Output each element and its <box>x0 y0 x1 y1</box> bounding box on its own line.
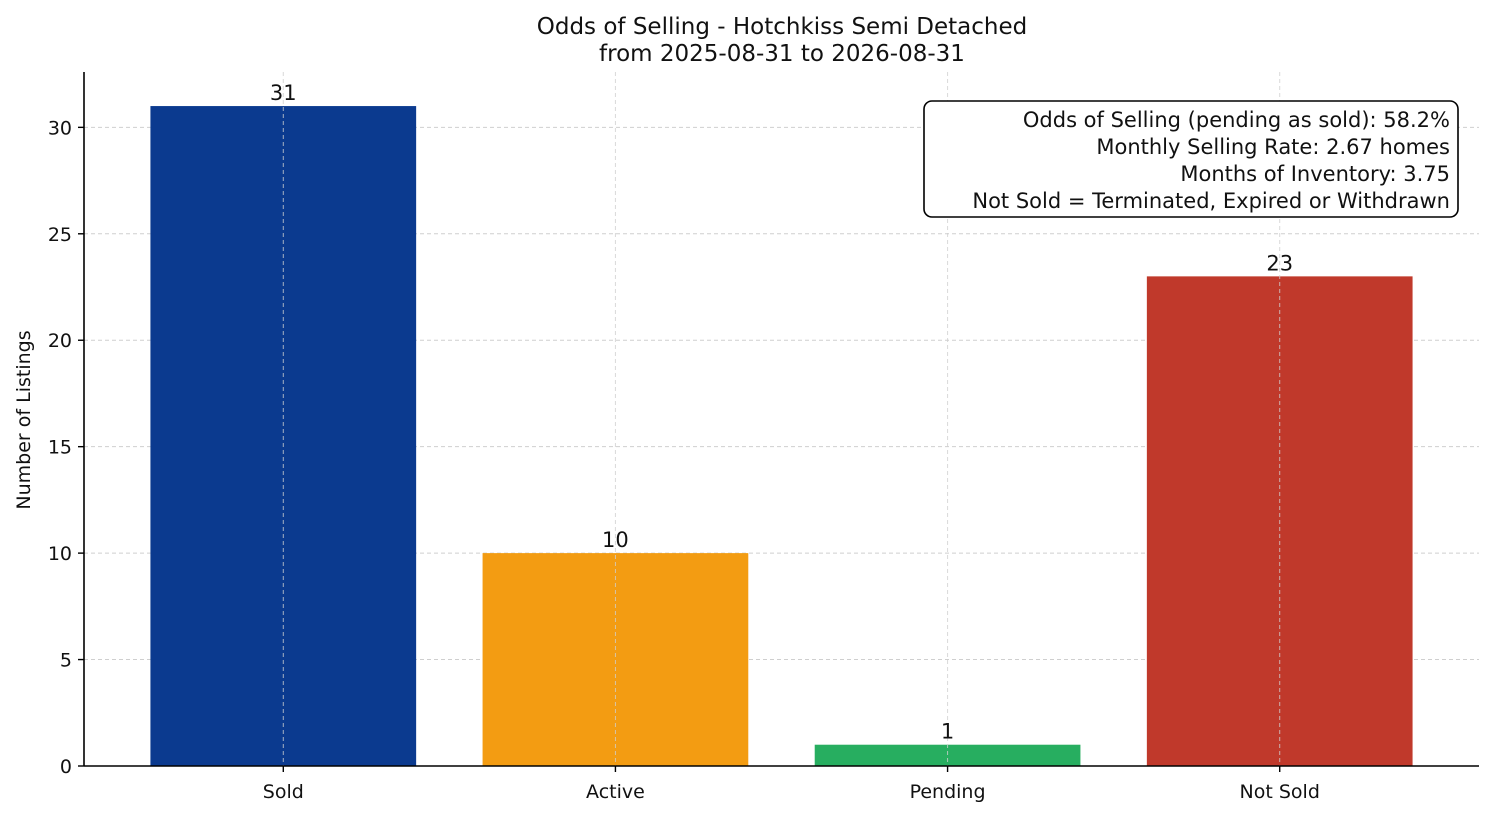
y-tick-label: 5 <box>60 650 72 672</box>
annotation-line: Not Sold = Terminated, Expired or Withdr… <box>972 189 1450 213</box>
data-label: 10 <box>602 528 629 552</box>
x-tick-label: Not Sold <box>1240 781 1320 803</box>
data-label: 1 <box>941 720 954 744</box>
y-axis-label: Number of Listings <box>13 330 35 509</box>
x-tick-label: Sold <box>263 781 304 803</box>
axes-layer <box>83 72 1479 767</box>
chart-subtitle: from 2025-08-31 to 2026-08-31 <box>599 41 965 67</box>
bar-pending <box>814 744 1081 766</box>
annotation-box: Odds of Selling (pending as sold): 58.2%… <box>923 100 1459 218</box>
chart-title: Odds of Selling - Hotchkiss Semi Detache… <box>537 14 1028 40</box>
annotation-line: Monthly Selling Rate: 2.67 homes <box>1096 135 1450 159</box>
annotation-frame <box>923 100 1459 218</box>
annotation-line: Odds of Selling (pending as sold): 58.2% <box>1023 108 1450 132</box>
x-tick-label: Active <box>586 781 645 803</box>
data-labels-layer: 31 10 1 23 <box>270 81 1293 744</box>
y-tick-label: 25 <box>48 224 72 246</box>
y-tick-label: 0 <box>60 756 72 778</box>
ticks-layer: 0 5 10 15 20 25 30 Sold Active Pending Not Sold <box>48 117 1320 803</box>
data-label: 23 <box>1266 251 1293 275</box>
y-tick-label: 15 <box>48 437 72 459</box>
y-tick-label: 30 <box>48 117 72 139</box>
x-tick-label: Pending <box>910 781 986 803</box>
data-label: 31 <box>270 81 297 105</box>
y-tick-label: 20 <box>48 330 72 352</box>
annotation-line: Months of Inventory: 3.75 <box>1180 162 1450 186</box>
y-tick-label: 10 <box>48 543 72 565</box>
